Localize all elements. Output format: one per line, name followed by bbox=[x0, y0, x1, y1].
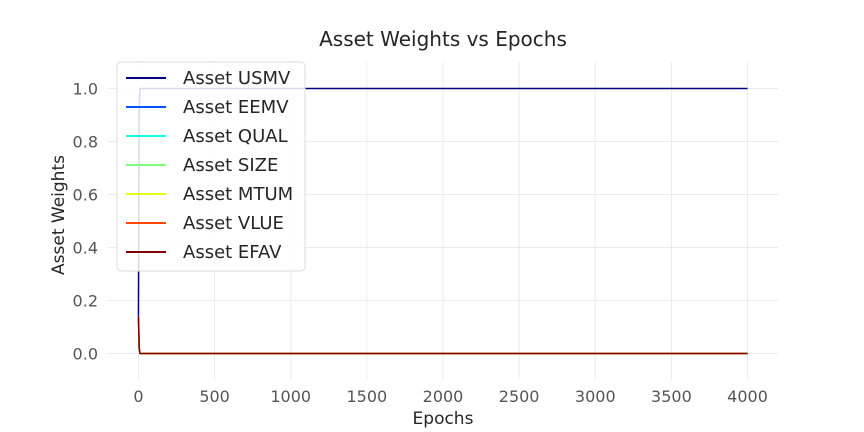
y-tick-label: 0.4 bbox=[73, 239, 98, 258]
y-tick-label: 0.6 bbox=[73, 186, 98, 205]
legend-label: Asset SIZE bbox=[183, 155, 278, 176]
x-tick-label: 1000 bbox=[270, 387, 311, 406]
chart-title: Asset Weights vs Epochs bbox=[319, 27, 567, 51]
x-tick-label: 3500 bbox=[651, 387, 692, 406]
x-tick-label: 3000 bbox=[575, 387, 616, 406]
y-tick-label: 1.0 bbox=[73, 80, 98, 99]
x-tick-label: 1500 bbox=[347, 387, 388, 406]
y-tick-label: 0.8 bbox=[73, 133, 98, 152]
x-tick-label: 2000 bbox=[423, 387, 464, 406]
legend-label: Asset MTUM bbox=[183, 184, 293, 205]
x-tick-label: 0 bbox=[133, 387, 143, 406]
legend-label: Asset USMV bbox=[183, 68, 291, 89]
x-tick-label: 4000 bbox=[727, 387, 768, 406]
y-tick-label: 0.0 bbox=[73, 345, 98, 364]
x-tick-labels: 0 500 1000 1500 2000 2500 3000 3500 4000 bbox=[133, 387, 768, 406]
y-axis-title: Asset Weights bbox=[49, 155, 69, 275]
legend-label: Asset VLUE bbox=[183, 213, 284, 234]
legend: Asset USMV Asset EEMV Asset QUAL Asset SIZE… bbox=[116, 61, 306, 272]
legend-label: Asset EEMV bbox=[183, 97, 289, 118]
y-tick-label: 0.2 bbox=[73, 292, 98, 311]
x-tick-label: 2500 bbox=[499, 387, 540, 406]
x-tick-label: 500 bbox=[199, 387, 230, 406]
legend-label: Asset EFAV bbox=[183, 242, 282, 263]
series-line bbox=[137, 316, 748, 355]
legend-label: Asset QUAL bbox=[183, 126, 288, 147]
y-tick-labels: 0.0 0.2 0.4 0.6 0.8 1.0 bbox=[73, 80, 98, 364]
legend-box bbox=[116, 61, 306, 272]
x-axis-title: Epochs bbox=[413, 409, 474, 429]
